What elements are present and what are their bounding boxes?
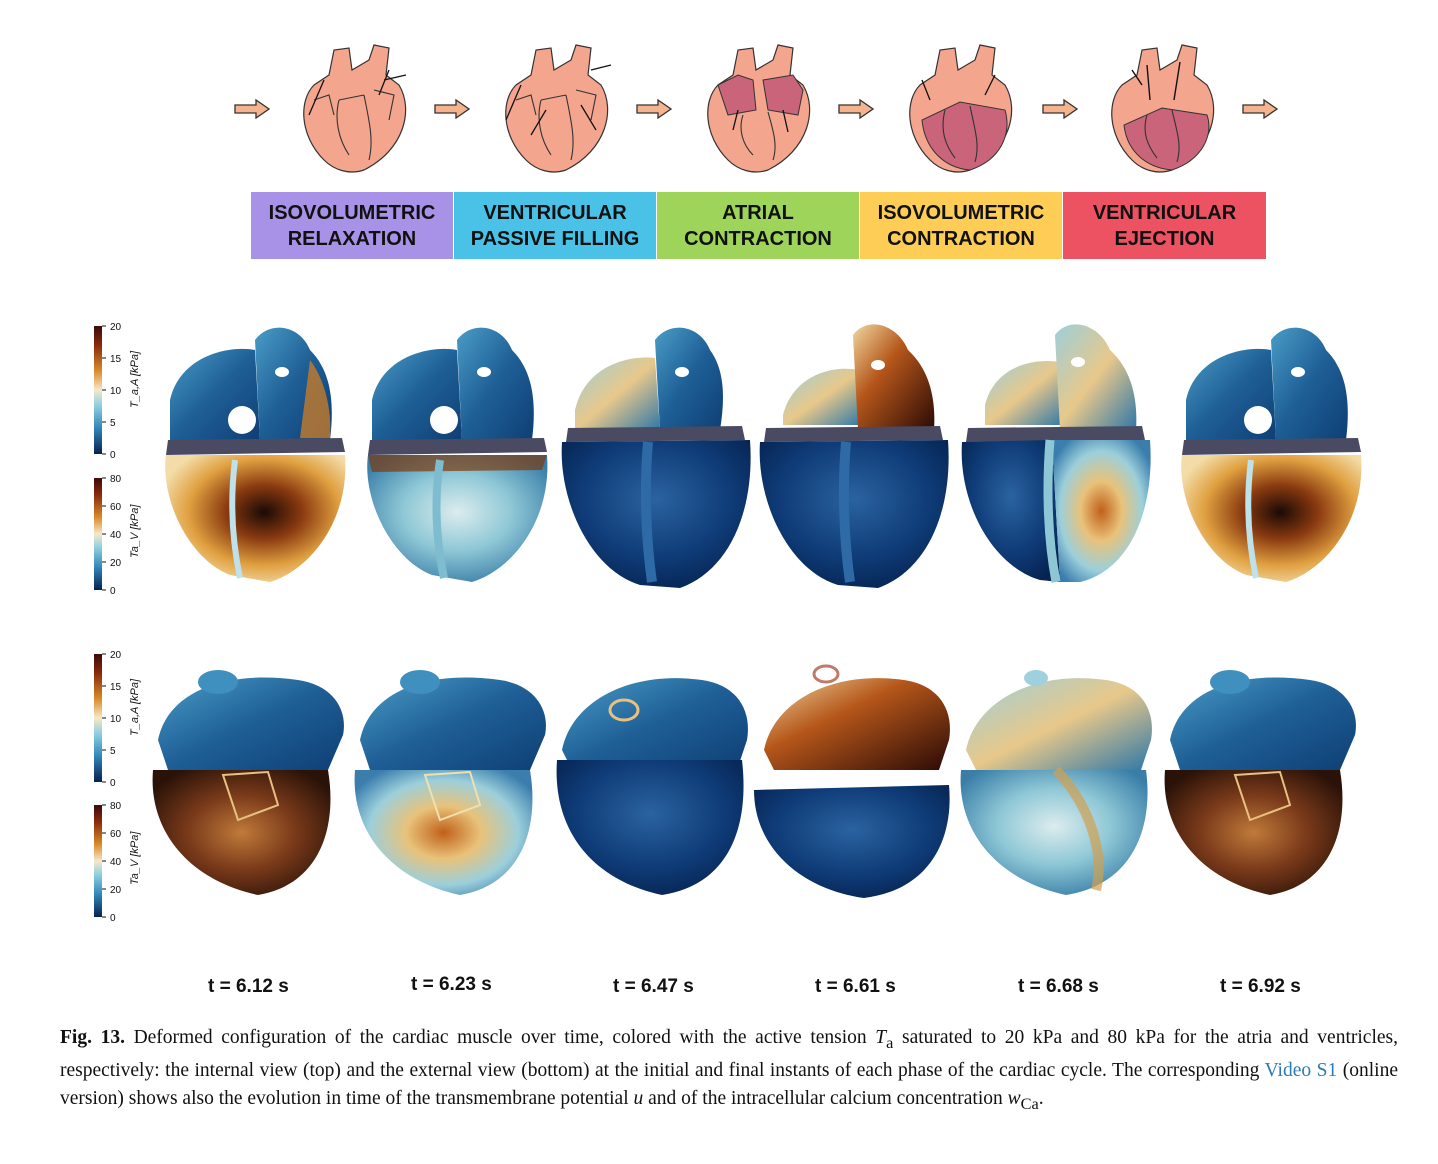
heart-schematic-ejection [1111,44,1215,173]
time-label: t = 6.61 s [815,976,896,997]
heart-internal-view-t4 [759,324,949,588]
tick-label: 40 [110,857,122,868]
colorbar-ventricles-bottom: 80 60 40 20 0 Ta_V [kPa] [94,801,141,924]
colorbar-ventricles-top: 80 60 40 20 0 Ta_V [kPa] [94,474,141,597]
tick-label: 60 [110,502,122,513]
tick-label: 5 [110,746,116,757]
heart-external-view-t4 [754,664,950,898]
colorbar-atria-top: 20 15 10 5 0 T_a,A [kPa] [94,322,141,460]
heart-external-view-t1 [152,670,344,895]
time-label: t = 6.23 s [411,974,492,995]
flow-arrow-icon [838,99,874,119]
heart-schematic-passive-filling [505,44,612,173]
colorbar-atria-bottom: 20 15 10 5 0 T_a,A [kPa] [94,650,141,788]
colorbar-atria-label: T_a,A [kPa] [129,678,141,736]
tick-label: 80 [110,474,122,485]
tick-label: 0 [110,586,116,597]
heart-external-view-t5 [960,670,1152,895]
heart-external-view-t3 [556,678,748,895]
phase-isovolumetric-contraction: ISOVOLUMETRIC CONTRACTION [860,192,1062,259]
flow-arrow-icon [1242,99,1278,119]
phase-ventricular-ejection: VENTRICULAR EJECTION [1063,192,1266,259]
tick-label: 0 [110,450,116,460]
heart-schematic-atrial-contraction [707,44,811,173]
heart-internal-view-t3 [561,327,751,588]
time-label: t = 6.92 s [1220,976,1301,997]
flow-arrow-icon [636,99,672,119]
heart-internal-view-t2 [367,327,548,582]
colorbar-ventricles-label: Ta_V [kPa] [129,831,141,885]
phase-atrial-contraction: ATRIAL CONTRACTION [657,192,859,259]
tick-label: 20 [110,558,122,569]
heart-external-view-t2 [354,670,546,895]
phase-isovolumetric-relaxation: ISOVOLUMETRIC RELAXATION [251,192,453,259]
tick-label: 0 [110,778,116,788]
tick-label: 60 [110,829,122,840]
figure-caption: Fig. 13. Deformed configuration of the c… [60,1027,1398,1113]
flow-arrow-icon [234,99,270,119]
colorbar-ventricles-label: Ta_V [kPa] [129,504,141,558]
tick-label: 40 [110,530,122,541]
heart-internal-view-t6 [1181,327,1362,582]
time-label: t = 6.68 s [1018,976,1099,997]
heart-internal-view-t1 [165,327,346,582]
tick-label: 15 [110,354,122,365]
tick-label: 80 [110,801,122,812]
flow-arrow-icon [434,99,470,119]
caption-label: Fig. 13. [60,1027,125,1048]
tick-label: 20 [110,650,122,661]
time-label: t = 6.12 s [208,976,289,997]
tick-label: 15 [110,682,122,693]
tick-label: 20 [110,322,122,333]
tick-label: 0 [110,913,116,924]
colorbar-atria-label: T_a,A [kPa] [129,350,141,408]
tick-label: 10 [110,714,122,725]
heart-external-view-t6 [1164,670,1356,895]
tick-label: 20 [110,885,122,896]
phase-ventricular-passive-filling: VENTRICULAR PASSIVE FILLING [454,192,656,259]
flow-arrow-icon [1042,99,1078,119]
tick-label: 5 [110,418,116,429]
time-label: t = 6.47 s [613,976,694,997]
video-s1-link[interactable]: Video S1 [1264,1059,1338,1081]
heart-schematic-relaxation [303,44,407,173]
tick-label: 10 [110,386,122,397]
heart-internal-view-t5 [961,324,1151,583]
heart-schematic-isovolumetric-contraction [909,44,1013,173]
